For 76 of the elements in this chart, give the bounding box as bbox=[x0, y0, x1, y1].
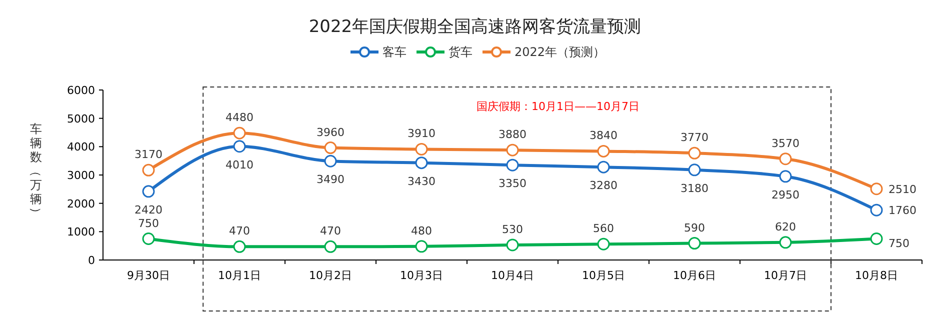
point bbox=[688, 237, 701, 250]
data-label: 3570 bbox=[772, 136, 800, 150]
data-label: 560 bbox=[593, 222, 614, 236]
data-label: 3880 bbox=[498, 128, 526, 142]
point bbox=[870, 232, 883, 245]
point bbox=[870, 204, 883, 216]
data-label: 3350 bbox=[498, 177, 526, 190]
data-label: 3180 bbox=[680, 182, 708, 195]
point bbox=[597, 160, 610, 174]
legend-label: 2022年（预测） bbox=[514, 45, 606, 59]
data-label: 750 bbox=[888, 236, 910, 250]
point bbox=[779, 152, 792, 166]
point bbox=[233, 240, 246, 253]
data-label: 3170 bbox=[134, 148, 162, 162]
data-label: 750 bbox=[138, 216, 159, 230]
data-label: 3430 bbox=[408, 174, 436, 188]
point bbox=[324, 142, 337, 154]
data-label: 470 bbox=[229, 224, 250, 238]
point bbox=[142, 185, 155, 198]
point bbox=[688, 164, 701, 176]
data-label: 3840 bbox=[590, 129, 618, 142]
point bbox=[324, 154, 337, 168]
y-tick-label: 6000 bbox=[67, 84, 95, 97]
legend-label: 货车 bbox=[448, 45, 472, 59]
y-tick-label: 3000 bbox=[67, 169, 95, 182]
data-label: 2510 bbox=[888, 182, 916, 196]
x-tick-label: 10月1日 bbox=[218, 269, 261, 282]
point bbox=[233, 126, 246, 140]
y-tick-label: 0 bbox=[88, 254, 95, 267]
data-label: 590 bbox=[684, 221, 705, 234]
x-tick-label: 10月6日 bbox=[673, 269, 716, 282]
point bbox=[506, 158, 519, 172]
point bbox=[142, 232, 155, 245]
point bbox=[597, 238, 610, 250]
x-tick-label: 9月30日 bbox=[127, 269, 170, 282]
point bbox=[142, 164, 155, 176]
y-tick-label: 2000 bbox=[67, 197, 95, 210]
y-axis-title: 车辆数（万辆） bbox=[29, 122, 43, 219]
data-label: 620 bbox=[775, 220, 796, 234]
data-label: 530 bbox=[502, 222, 523, 236]
data-label: 3910 bbox=[408, 127, 436, 140]
data-label: 4480 bbox=[226, 111, 254, 124]
data-label: 2950 bbox=[772, 188, 800, 202]
data-label: 2420 bbox=[134, 203, 162, 216]
x-tick-label: 10月8日 bbox=[855, 269, 898, 282]
x-tick-label: 10月7日 bbox=[764, 269, 807, 282]
point bbox=[324, 240, 337, 253]
point bbox=[415, 240, 428, 253]
point bbox=[597, 144, 610, 158]
annotation: 国庆假期：10月1日——10月7日 bbox=[476, 100, 640, 113]
point bbox=[233, 140, 246, 153]
point bbox=[779, 236, 792, 249]
y-tick-label: 5000 bbox=[67, 112, 95, 126]
point bbox=[415, 156, 428, 170]
data-label: 470 bbox=[320, 224, 341, 238]
data-label: 3280 bbox=[590, 179, 618, 192]
point bbox=[779, 170, 792, 183]
data-label: 3770 bbox=[680, 131, 708, 144]
y-tick-label: 1000 bbox=[67, 226, 95, 239]
point bbox=[688, 146, 701, 160]
point bbox=[415, 142, 428, 156]
chart-title: 2022年国庆假期全国高速路网客货流量预测 bbox=[308, 17, 642, 37]
data-label: 3490 bbox=[316, 173, 344, 186]
legend-label: 客车 bbox=[382, 45, 406, 59]
y-tick-label: 4000 bbox=[67, 140, 95, 154]
point bbox=[870, 182, 883, 196]
x-tick-label: 10月3日 bbox=[400, 269, 443, 282]
x-tick-label: 10月5日 bbox=[582, 269, 625, 282]
data-label: 1760 bbox=[888, 204, 916, 218]
data-label: 480 bbox=[411, 224, 432, 238]
data-label: 3960 bbox=[316, 126, 344, 139]
point bbox=[506, 144, 519, 156]
point bbox=[506, 238, 519, 252]
x-tick-label: 10月2日 bbox=[309, 269, 352, 282]
x-tick-label: 10月4日 bbox=[491, 269, 534, 282]
data-label: 4010 bbox=[226, 158, 254, 172]
